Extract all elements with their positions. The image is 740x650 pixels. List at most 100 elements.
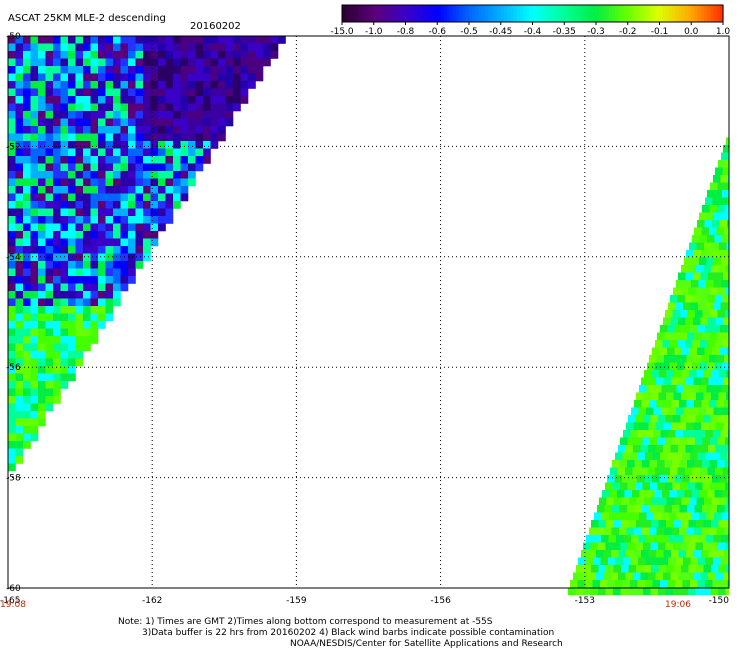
swath-cell [15, 201, 24, 209]
swath-cell [695, 437, 703, 446]
swath-cell [623, 430, 631, 438]
swath-cell [233, 81, 241, 89]
swath-cell [664, 460, 673, 468]
swath-cell [188, 148, 196, 157]
swath-cell [105, 96, 114, 104]
colorbar-swatch [662, 5, 667, 22]
swath-cell [724, 332, 729, 341]
swath-cell [150, 81, 159, 89]
swath-cell [694, 527, 702, 536]
swath-cell [158, 51, 166, 59]
swath-cell [615, 580, 623, 588]
colorbar-swatch [469, 5, 473, 22]
swath-cell [113, 208, 121, 217]
swath-cell [218, 96, 226, 104]
swath-cell [709, 355, 717, 363]
swath-cell [68, 73, 76, 82]
swath-cell [666, 370, 675, 378]
swath-cell [691, 512, 700, 521]
swath-cell [586, 535, 594, 543]
swath-cell [30, 126, 39, 134]
swath-cell [83, 291, 91, 299]
swath-cell [203, 36, 211, 44]
swath-cell [60, 96, 69, 104]
swath-cell [188, 51, 196, 59]
swath-cell [188, 156, 196, 164]
swath-cell [68, 58, 76, 67]
swath-cell [631, 407, 639, 416]
swath-cell [721, 152, 729, 161]
swath-cell [8, 358, 16, 367]
swath-cell [143, 186, 151, 194]
swath-cell [105, 201, 114, 209]
swath-cell [75, 321, 84, 329]
swath-cell [45, 141, 54, 149]
swath-cell [703, 415, 711, 423]
swath-cell [180, 148, 189, 157]
swath-cell [710, 287, 719, 296]
swath-cell [75, 223, 84, 232]
swath-cell [637, 452, 646, 461]
swath-cell [622, 580, 631, 588]
swath-cell [698, 557, 706, 566]
swath-cell [726, 137, 729, 146]
swath-cell [23, 328, 31, 337]
swath-cell [675, 302, 684, 311]
swath-cell [686, 422, 694, 431]
swath-cell [180, 58, 189, 67]
swath-cell [128, 186, 136, 194]
swath-cell [45, 336, 54, 344]
swath-cell [53, 253, 61, 262]
colorbar-swatch [637, 5, 642, 22]
swath-cell [721, 535, 729, 543]
swath-cell [615, 557, 624, 566]
swath-cell [23, 343, 31, 352]
swath-cell [188, 111, 196, 119]
swath-cell [68, 171, 76, 179]
swath-cell [60, 163, 69, 172]
swath-cell [727, 580, 729, 588]
colorbar-swatch [678, 5, 683, 22]
swath-cell [700, 317, 709, 326]
swath-cell [15, 141, 24, 149]
swath-cell [75, 306, 84, 314]
swath-cell [687, 310, 696, 318]
swath-cell [45, 73, 54, 82]
swath-cell [180, 178, 189, 187]
swath-cell [662, 362, 670, 371]
swath-cell [45, 381, 54, 389]
swath-cell [709, 227, 717, 236]
swath-cell [60, 313, 69, 322]
swath-cell [8, 58, 16, 67]
swath-cell [649, 505, 658, 513]
swath-cell [675, 430, 684, 438]
swath-cell [649, 400, 657, 408]
colorbar-swatch [576, 5, 581, 22]
swath-cell [105, 111, 114, 119]
swath-cell [45, 298, 54, 307]
swath-cell [210, 81, 219, 89]
swath-cell [631, 512, 640, 521]
swath-cell [150, 156, 159, 164]
swath-cell [689, 475, 698, 483]
swath-cell [188, 81, 196, 89]
swath-cell [90, 291, 99, 299]
swath-cell [709, 400, 717, 408]
swath-cell [673, 542, 681, 551]
swath-cell [623, 535, 632, 543]
swath-cell [120, 111, 129, 119]
swath-cell [105, 51, 114, 59]
swath-cell [180, 51, 189, 59]
swath-cell [15, 336, 24, 344]
colorbar-swatch [710, 5, 715, 22]
swath-cell [676, 535, 684, 543]
colorbar-swatch [386, 5, 391, 22]
swath-cell [158, 156, 166, 164]
swath-cell [698, 407, 707, 416]
swath-cell [98, 81, 106, 89]
swath-cell [713, 302, 721, 311]
swath-cell [60, 216, 69, 224]
swath-cell [75, 246, 84, 254]
swath-cell [68, 133, 76, 142]
